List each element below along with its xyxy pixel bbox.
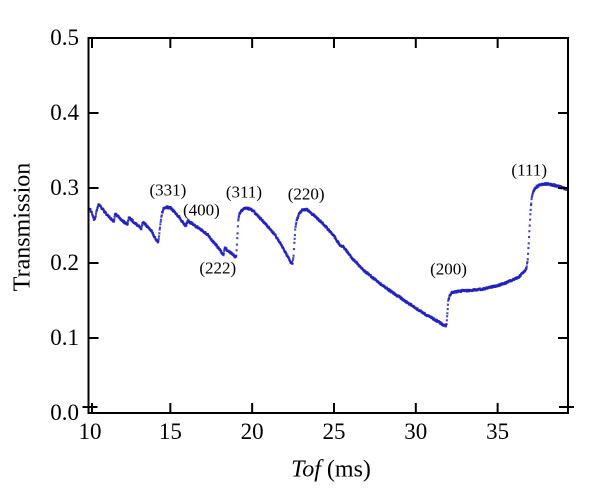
- y-tick-label: 0.4: [50, 100, 79, 125]
- x-axis-label-variable: Tof: [291, 456, 321, 483]
- y-tick-label: 0.5: [50, 25, 79, 50]
- y-tick-label: 0.0: [50, 400, 79, 425]
- x-tick-label: 30: [404, 419, 428, 444]
- bragg-edge-label-222: (222): [199, 258, 237, 278]
- bragg-edge-label-331: (331): [149, 180, 187, 199]
- x-tick-label: 25: [322, 419, 346, 444]
- x-tick-label: 15: [158, 419, 182, 444]
- x-tick-label: 20: [240, 419, 264, 444]
- x-axis-label: Tof (ms): [291, 457, 371, 484]
- x-tick-label: 10: [78, 419, 102, 444]
- x-axis-label-unit: (ms): [326, 456, 371, 483]
- y-tick-label: 0.1: [50, 325, 79, 350]
- y-tick-label: 0.2: [50, 250, 79, 275]
- y-tick-label: 0.3: [50, 175, 79, 200]
- bragg-edge-label-220: (220): [287, 184, 325, 204]
- bragg-edge-label-111: (111): [511, 160, 547, 180]
- bragg-edge-label-200: (200): [430, 259, 467, 279]
- bragg-edge-label-311: (311): [225, 182, 263, 202]
- bragg-edge-label-400: (400): [182, 200, 220, 220]
- x-tick-label: 35: [486, 419, 510, 444]
